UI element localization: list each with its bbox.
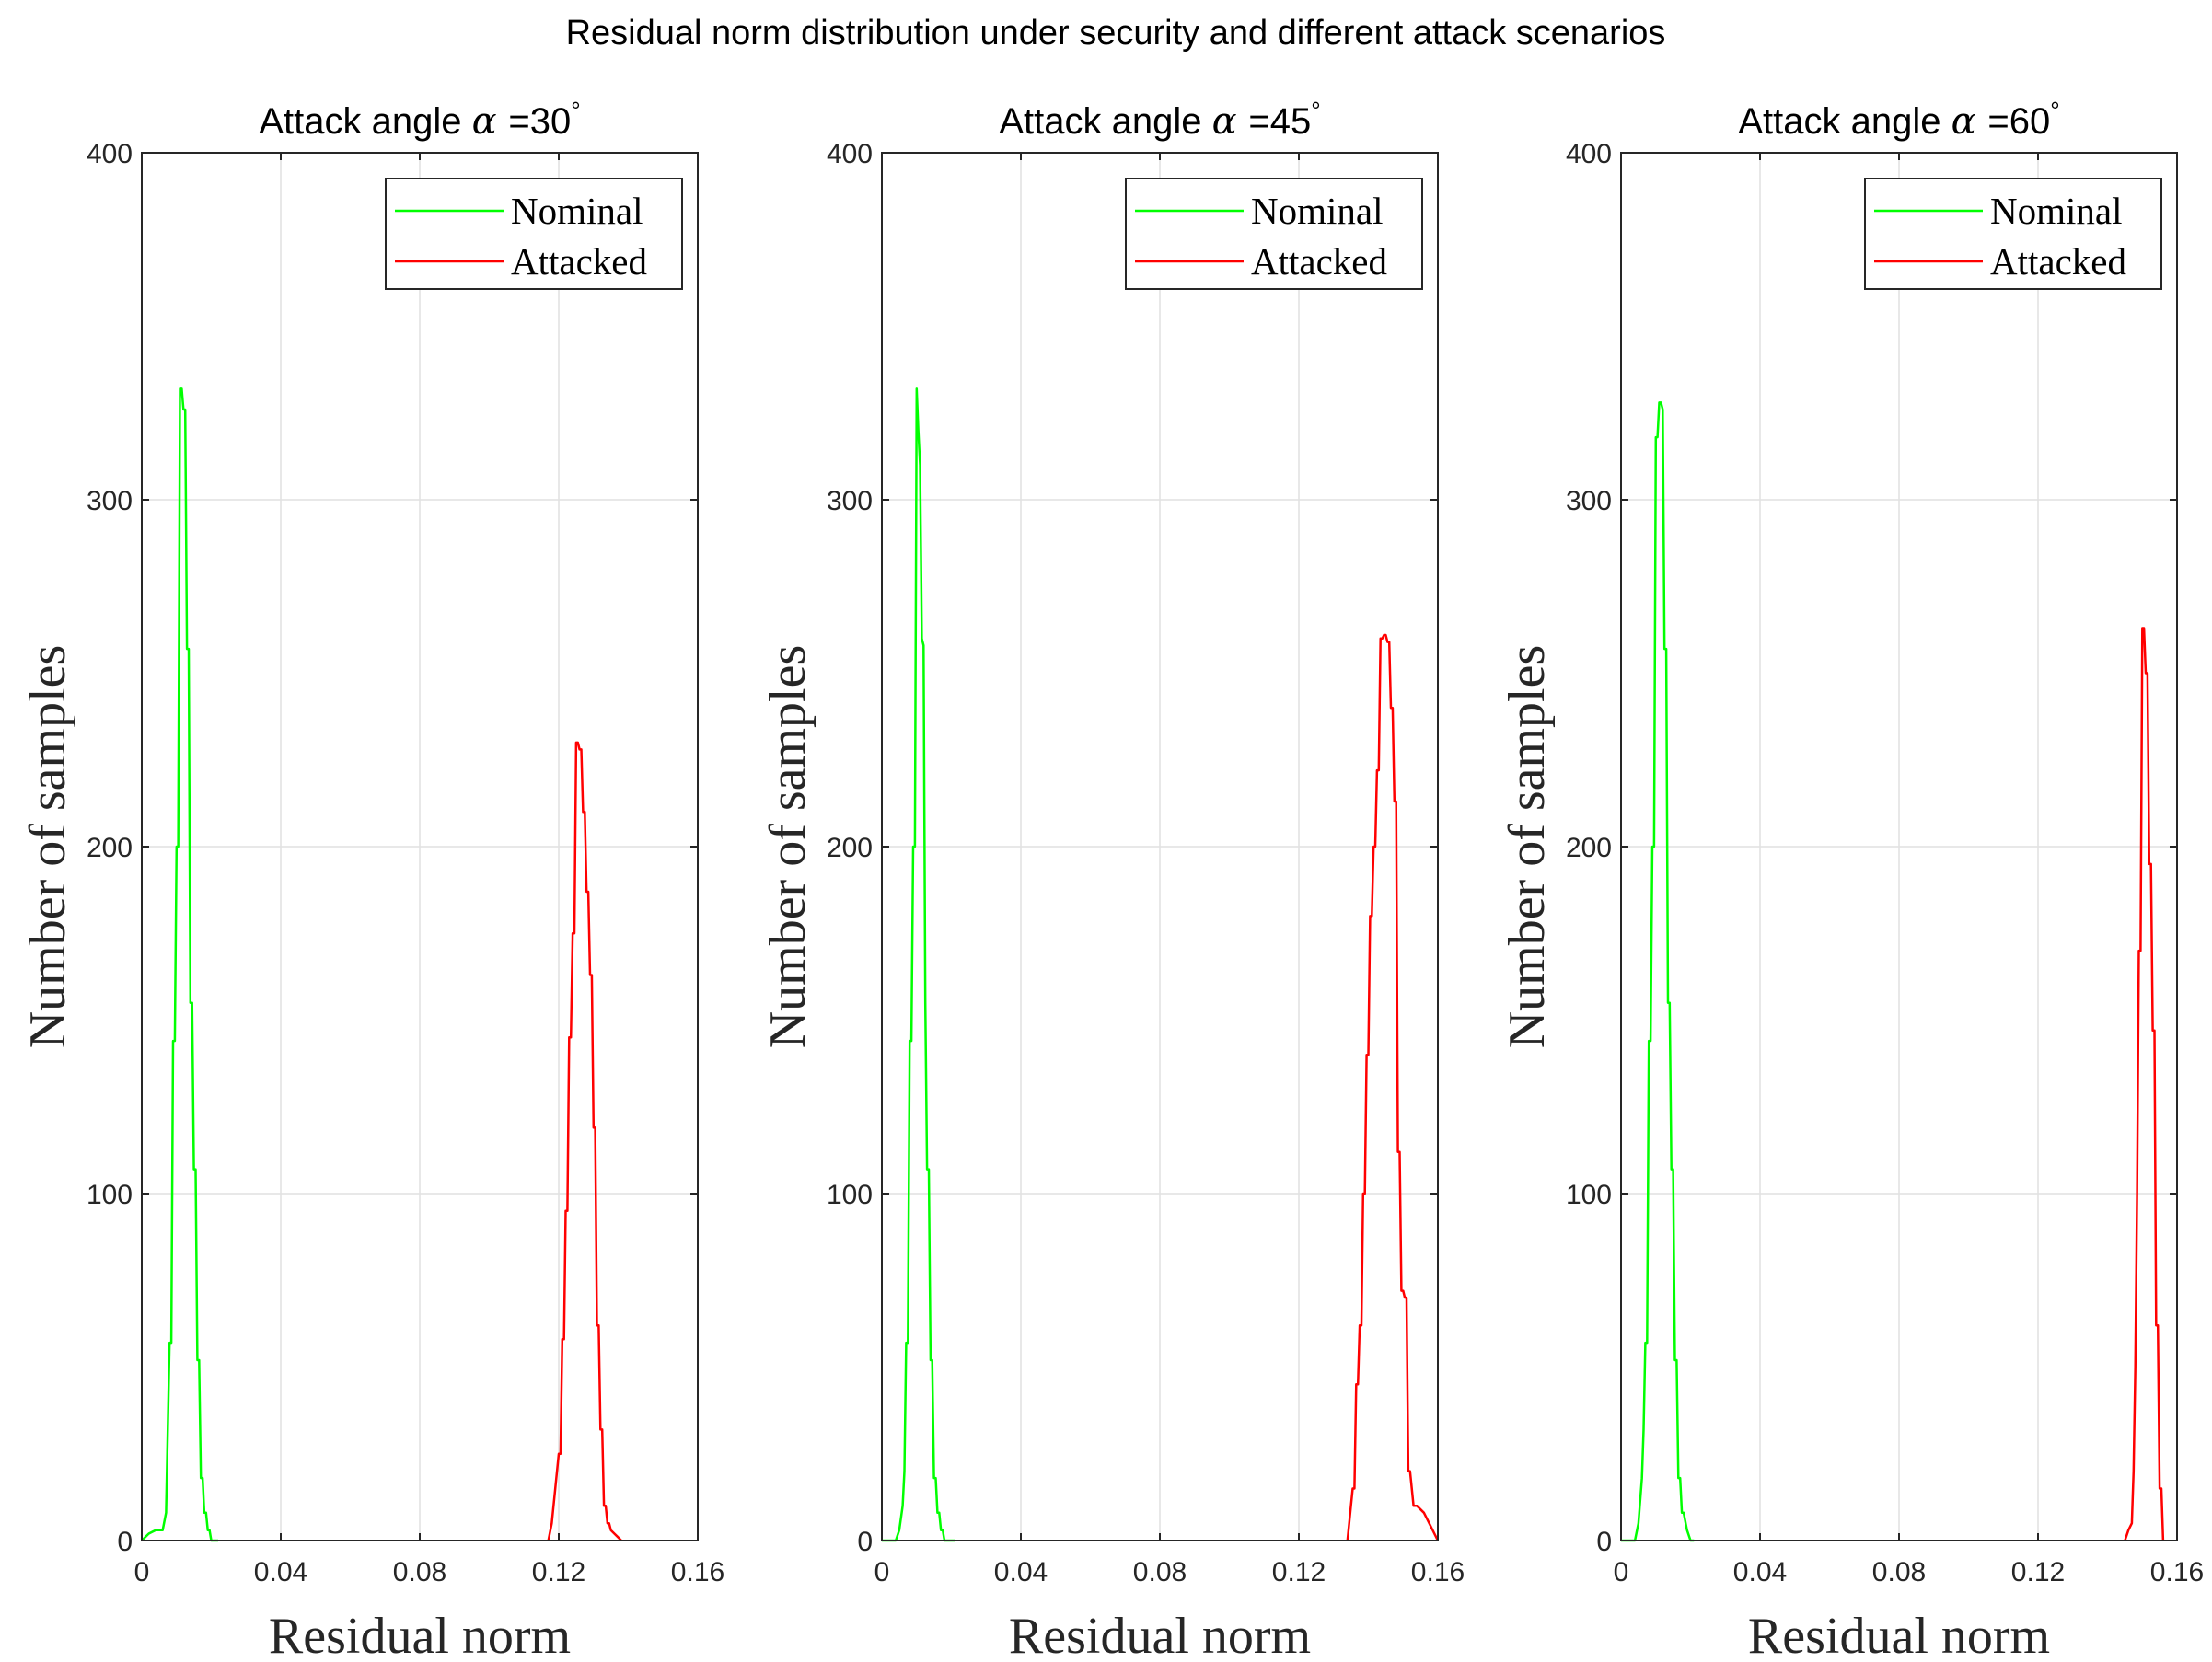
y-tick-label: 0 [857, 1527, 873, 1557]
legend-box [385, 178, 683, 290]
legend-label-nominal: Nominal [1990, 190, 2122, 232]
y-tick-label: 100 [827, 1180, 873, 1210]
y-tick-label: 0 [117, 1527, 133, 1557]
x-tick-label: 0.12 [532, 1557, 585, 1587]
x-tick-label: 0.08 [1133, 1557, 1187, 1587]
panel-title-degree: ° [571, 97, 580, 124]
y-tick-label: 300 [1566, 486, 1612, 516]
panel-title-symbol: α [472, 100, 509, 143]
legend-label-nominal: Nominal [1251, 190, 1383, 232]
subplot-3: 0 0.04 0.08 0.12 0.16 0 100 200 300 400 Attack ang… [1499, 97, 2204, 1662]
y-tick-label: 200 [1566, 833, 1612, 863]
series-line-attacked [2124, 627, 2165, 1541]
subplot-2: 0 0.04 0.08 0.12 0.16 0 100 200 300 400 Attack ang… [759, 97, 1465, 1662]
legend-box [1125, 178, 1423, 290]
series-line-nominal [882, 387, 955, 1542]
y-tick-label: 300 [87, 486, 133, 516]
subplot-panels: 0 0.04 0.08 0.12 0.16 0 100 200 300 400 Attack ang… [19, 97, 2204, 1662]
y-axis-label: Number of samples [19, 645, 76, 1049]
x-tick-label: 0 [1614, 1557, 1629, 1587]
panel-title-value: =60 [1987, 101, 2050, 142]
panel-title: Attack angle α =30° [259, 97, 580, 143]
x-tick-label: 0.16 [2150, 1557, 2204, 1587]
legend-label-attacked: Attacked [1990, 240, 2126, 283]
panel-title-value: =30 [508, 101, 571, 142]
y-tick-label: 200 [827, 833, 873, 863]
x-tick-label: 0.16 [671, 1557, 724, 1587]
x-axis-label: Residual norm [1748, 1608, 2050, 1662]
legend: Nominal Attacked [1864, 178, 2162, 290]
figure-suptitle: Residual norm distribution under securit… [566, 14, 1666, 52]
y-axis-label: Number of samples [1499, 645, 1556, 1049]
y-axis-label: Number of samples [759, 645, 816, 1049]
legend: Nominal Attacked [1125, 178, 1423, 290]
x-axis-label: Residual norm [1009, 1608, 1311, 1662]
x-tick-label: 0 [874, 1557, 890, 1587]
x-axis-label: Residual norm [269, 1608, 571, 1662]
panel-title-symbol: α [1951, 100, 1988, 143]
legend-box [1864, 178, 2162, 290]
x-tick-label: 0.08 [1872, 1557, 1926, 1587]
series-line-nominal [141, 387, 218, 1542]
series-line-nominal [1621, 401, 1695, 1542]
legend-label-attacked: Attacked [1251, 240, 1387, 283]
panel-title-prefix: Attack angle [1738, 101, 1951, 142]
y-tick-label: 200 [87, 833, 133, 863]
panel-title-prefix: Attack angle [999, 101, 1211, 142]
x-tick-label: 0.04 [1733, 1557, 1787, 1587]
panel-title: Attack angle α =60° [1738, 97, 2059, 143]
y-tick-label: 400 [87, 139, 133, 169]
panel-title: Attack angle α =45° [999, 97, 1320, 143]
subplot-1: 0 0.04 0.08 0.12 0.16 0 100 200 300 400 Attack ang… [19, 97, 724, 1662]
y-tick-label: 100 [1566, 1180, 1612, 1210]
x-tick-label: 0.04 [994, 1557, 1048, 1587]
y-tick-label: 300 [827, 486, 873, 516]
x-tick-label: 0.08 [393, 1557, 446, 1587]
panel-title-degree: ° [2050, 97, 2059, 124]
y-tick-label: 400 [1566, 139, 1612, 169]
x-tick-label: 0.16 [1411, 1557, 1465, 1587]
x-tick-label: 0.12 [2011, 1557, 2065, 1587]
legend: Nominal Attacked [385, 178, 683, 290]
panel-title-value: =45 [1248, 101, 1311, 142]
x-tick-label: 0.04 [254, 1557, 307, 1587]
y-tick-label: 100 [87, 1180, 133, 1210]
panel-title-degree: ° [1311, 97, 1320, 124]
series-line-attacked [1346, 633, 1440, 1541]
y-tick-label: 0 [1596, 1527, 1612, 1557]
x-tick-label: 0 [134, 1557, 150, 1587]
legend-label-attacked: Attacked [511, 240, 647, 283]
legend-label-nominal: Nominal [511, 190, 643, 232]
y-tick-label: 400 [827, 139, 873, 169]
x-tick-label: 0.12 [1272, 1557, 1326, 1587]
panel-title-symbol: α [1212, 100, 1249, 143]
panel-title-prefix: Attack angle [259, 101, 471, 142]
series-line-attacked [547, 741, 622, 1541]
